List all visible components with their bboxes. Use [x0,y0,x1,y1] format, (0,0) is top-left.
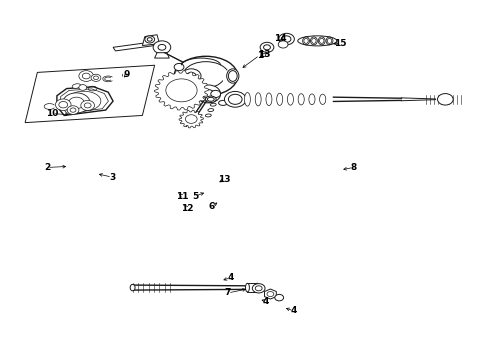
Circle shape [91,74,101,81]
Ellipse shape [277,93,283,105]
Circle shape [70,108,76,112]
Circle shape [69,97,84,109]
Circle shape [278,41,288,48]
Text: 4: 4 [227,273,234,282]
Text: 2: 2 [44,163,50,172]
Circle shape [264,45,270,50]
Circle shape [252,284,265,293]
Ellipse shape [245,283,249,292]
Text: 5: 5 [192,192,198,201]
Ellipse shape [298,94,304,105]
Circle shape [94,76,98,80]
Ellipse shape [312,39,316,43]
Circle shape [158,44,166,50]
Circle shape [228,94,242,104]
Ellipse shape [219,100,227,105]
Ellipse shape [309,94,315,105]
Circle shape [211,90,220,98]
Ellipse shape [205,96,216,103]
Circle shape [79,85,87,90]
Circle shape [224,91,246,107]
Circle shape [185,115,197,123]
Circle shape [202,90,214,98]
Ellipse shape [228,71,237,81]
Circle shape [84,103,91,108]
Circle shape [174,63,184,71]
Text: 11: 11 [176,192,189,201]
Circle shape [438,94,453,105]
Ellipse shape [245,93,250,106]
Ellipse shape [130,284,135,291]
Text: 4: 4 [291,306,297,315]
Circle shape [81,100,95,111]
Circle shape [153,41,171,54]
Ellipse shape [319,94,326,104]
Text: 15: 15 [334,39,346,48]
Circle shape [55,99,71,111]
Ellipse shape [303,37,310,45]
Polygon shape [155,53,169,58]
Text: 3: 3 [109,173,115,182]
Circle shape [282,36,291,42]
Ellipse shape [327,39,332,43]
Ellipse shape [205,114,211,117]
Ellipse shape [255,93,261,106]
Circle shape [255,286,262,291]
Circle shape [79,71,94,81]
Circle shape [186,72,196,80]
Text: 12: 12 [181,204,194,213]
Circle shape [279,33,294,45]
Ellipse shape [288,94,294,105]
Text: 7: 7 [225,288,231,297]
Ellipse shape [227,69,239,83]
Ellipse shape [207,97,214,101]
Circle shape [67,106,79,114]
Circle shape [82,73,90,79]
Text: 14: 14 [274,34,287,43]
Polygon shape [113,42,155,51]
Circle shape [275,294,284,301]
Circle shape [166,79,197,102]
Circle shape [260,42,274,52]
Text: 13: 13 [218,175,231,184]
Circle shape [147,38,152,41]
Circle shape [59,102,68,108]
Text: 1: 1 [257,51,263,60]
Text: 10: 10 [46,109,58,118]
Ellipse shape [318,37,325,45]
Circle shape [181,69,201,83]
Ellipse shape [311,37,318,45]
Ellipse shape [304,39,308,43]
Polygon shape [155,71,208,110]
Ellipse shape [210,103,216,106]
Polygon shape [179,110,203,128]
Text: 13: 13 [258,50,271,59]
Ellipse shape [72,84,81,88]
Text: 4: 4 [263,297,269,306]
Polygon shape [265,289,276,299]
Ellipse shape [266,93,272,105]
Circle shape [176,81,186,89]
Circle shape [196,85,220,103]
Polygon shape [247,283,257,292]
Ellipse shape [174,56,238,96]
Polygon shape [57,87,113,116]
Circle shape [63,93,90,113]
Ellipse shape [319,39,324,43]
Text: 9: 9 [123,70,130,79]
Polygon shape [143,35,159,45]
Text: 8: 8 [350,163,357,172]
Ellipse shape [255,283,259,292]
Text: 6: 6 [209,202,215,211]
Circle shape [145,36,155,43]
Ellipse shape [208,109,214,112]
Ellipse shape [326,37,333,45]
